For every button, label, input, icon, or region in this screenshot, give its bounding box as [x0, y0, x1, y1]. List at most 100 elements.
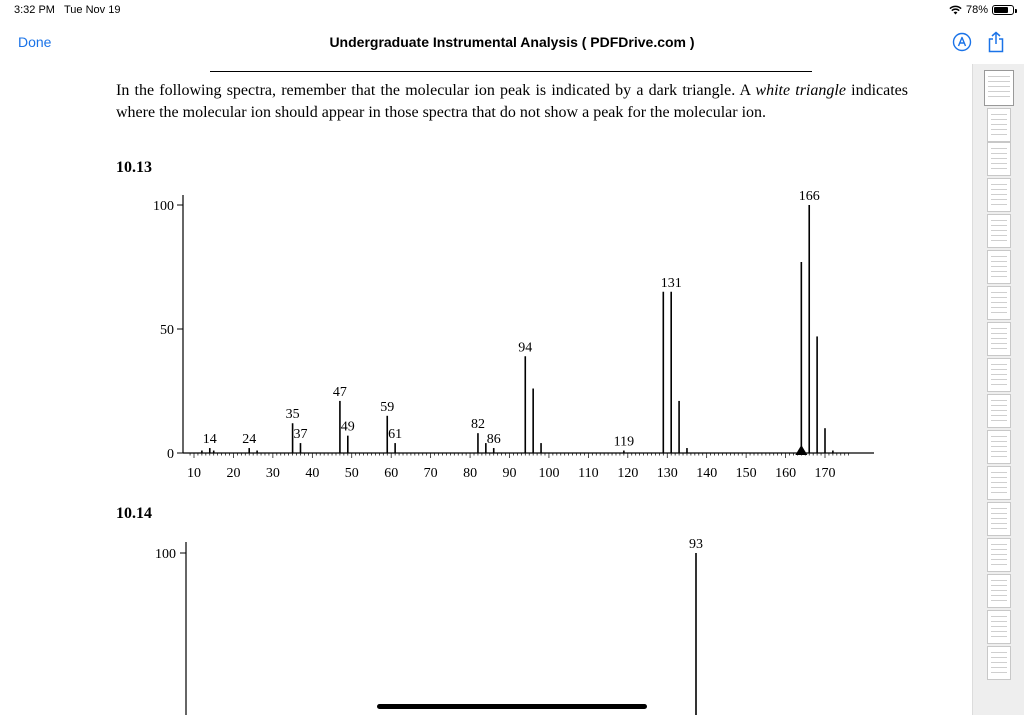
thumbnail-text-line [991, 580, 1007, 581]
peak-label: 59 [380, 400, 394, 415]
thumbnail-text-line [991, 662, 1007, 663]
status-time: 3:32 PM [14, 4, 55, 16]
page-thumbnail[interactable] [987, 430, 1011, 464]
page-thumbnail[interactable] [987, 358, 1011, 392]
thumbnail-text-line [991, 271, 1007, 272]
thumbnail-text-line [991, 626, 1007, 627]
page-thumbnail[interactable] [987, 502, 1011, 536]
header-rule [210, 71, 812, 72]
mass-spectrum-10-13: 10 20 30 40 50 60 70 80 90 100 110 120 130 140 150 160 1… [153, 189, 874, 481]
thumbnail-text-line [991, 369, 1007, 370]
molecular-ion-triangle-icon [795, 445, 808, 455]
thumbnail-text-line [991, 415, 1007, 416]
x-tick-label: 70 [424, 466, 438, 481]
section-label-10-14: 10.14 [116, 505, 152, 522]
peak-label: 24 [242, 432, 256, 447]
thumbnail-text-line [991, 333, 1007, 334]
thumbnail-text-line [991, 544, 1007, 545]
thumbnail-text-line [991, 528, 1007, 529]
share-icon[interactable] [986, 31, 1006, 53]
thumbnail-text-line [991, 256, 1007, 257]
thumbnail-text-line [991, 456, 1007, 457]
thumbnail-text-line [991, 405, 1007, 406]
thumbnail-text-line [991, 441, 1007, 442]
thumbnail-text-line [991, 297, 1007, 298]
thumbnail-text-line [991, 477, 1007, 478]
thumbnail-text-line [991, 261, 1007, 262]
x-tick-label: 170 [815, 466, 836, 481]
battery-icon [992, 5, 1017, 15]
page-thumbnail[interactable] [987, 250, 1011, 284]
thumbnail-text-line [991, 631, 1007, 632]
thumbnail-text-line [991, 220, 1007, 221]
thumbnail-text-line [991, 636, 1007, 637]
page-thumbnail[interactable] [987, 466, 1011, 500]
page-thumbnail-sidebar[interactable] [972, 64, 1024, 715]
home-indicator[interactable] [377, 704, 647, 709]
thumbnail-text-line [991, 554, 1007, 555]
battery-percent: 78% [965, 4, 988, 16]
page-thumbnail[interactable] [984, 70, 1014, 106]
thumbnail-text-line [991, 410, 1007, 411]
thumbnail-text-line [991, 384, 1007, 385]
page-thumbnail[interactable] [987, 178, 1011, 212]
x-tick-label: 150 [736, 466, 757, 481]
x-tick-label: 120 [617, 466, 638, 481]
thumbnail-text-line [991, 168, 1007, 169]
page-thumbnail[interactable] [987, 214, 1011, 248]
page-thumbnail[interactable] [987, 322, 1011, 356]
y-tick-label: 50 [160, 323, 174, 338]
x-tick-label: 80 [463, 466, 477, 481]
thumbnail-text-line [991, 328, 1007, 329]
thumbnail-text-line [991, 400, 1007, 401]
page-thumbnail[interactable] [987, 286, 1011, 320]
peak-label: 86 [487, 432, 501, 447]
thumbnail-text-line [991, 564, 1007, 565]
thumbnail-text-line [991, 523, 1007, 524]
paragraph-run: white triangle [755, 82, 846, 99]
thumbnail-text-line [991, 129, 1007, 130]
intro-paragraph: In the following spectra, remember that … [116, 80, 908, 124]
thumbnail-text-line [991, 451, 1007, 452]
thumbnail-text-line [988, 76, 1010, 77]
thumbnail-text-line [991, 492, 1007, 493]
thumbnail-text-line [991, 616, 1007, 617]
page-thumbnail[interactable] [987, 142, 1011, 176]
done-button[interactable]: Done [18, 34, 52, 50]
x-tick-label: 20 [226, 466, 240, 481]
thumbnail-text-line [991, 204, 1007, 205]
x-tick-label: 160 [775, 466, 796, 481]
page-thumbnail[interactable] [987, 538, 1011, 572]
page-thumbnail[interactable] [987, 108, 1011, 142]
thumbnail-text-line [991, 513, 1007, 514]
x-tick-label: 50 [345, 466, 359, 481]
thumbnail-text-line [991, 134, 1007, 135]
section-label-10-13: 10.13 [116, 159, 152, 176]
thumbnail-text-line [991, 114, 1007, 115]
peak-label: 93 [689, 537, 703, 552]
thumbnail-text-line [991, 595, 1007, 596]
thumbnail-text-line [988, 86, 1010, 87]
markup-pen-icon[interactable] [952, 32, 972, 52]
thumbnail-text-line [991, 194, 1007, 195]
y-tick-label: 100 [155, 547, 176, 562]
thumbnail-text-line [991, 124, 1007, 125]
page-thumbnail[interactable] [987, 610, 1011, 644]
thumbnail-text-line [991, 119, 1007, 120]
peak-label: 82 [471, 417, 485, 432]
paragraph-run: indicates where the molecular ion should… [116, 82, 909, 121]
peak-label: 166 [799, 189, 820, 204]
thumbnail-text-line [991, 472, 1007, 473]
page-thumbnail[interactable] [987, 394, 1011, 428]
document-title: Undergraduate Instrumental Analysis ( PD… [329, 34, 695, 50]
thumbnail-text-line [988, 96, 1010, 97]
thumbnail-text-line [991, 672, 1007, 673]
peak-label: 94 [518, 340, 532, 355]
thumbnail-text-line [991, 199, 1007, 200]
page-thumbnail[interactable] [987, 646, 1011, 680]
mass-spectrum-10-14: 5010093 [155, 537, 703, 715]
thumbnail-text-line [991, 487, 1007, 488]
page-thumbnail[interactable] [987, 574, 1011, 608]
thumbnail-text-line [991, 667, 1007, 668]
thumbnail-text-line [991, 348, 1007, 349]
